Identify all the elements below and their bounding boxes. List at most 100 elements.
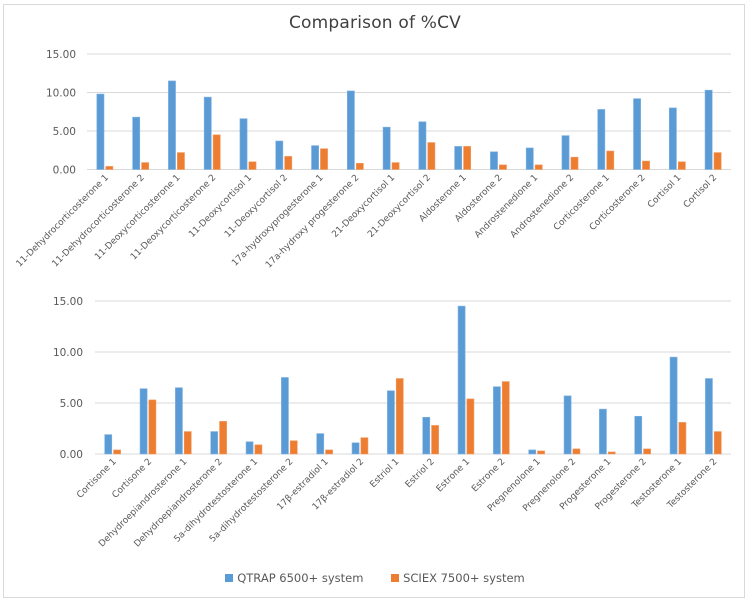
bar-qtrap: [316, 433, 325, 455]
y-tick-label: 15.00: [46, 49, 76, 61]
bar-sciex: [254, 444, 263, 455]
bar-sciex: [466, 398, 475, 455]
bar-qtrap: [704, 89, 713, 170]
bar-sciex: [607, 451, 616, 455]
x-tick-label: Estrone 2: [470, 457, 507, 494]
legend-label-qtrap: QTRAP 6500+ system: [237, 571, 364, 585]
x-tick-label: Cortisol 1: [646, 173, 683, 210]
bar-qtrap: [454, 146, 463, 170]
bar-qtrap: [563, 395, 572, 455]
x-tick-label: Estriol 1: [368, 457, 401, 490]
y-tick-label: 0.00: [60, 449, 83, 461]
bar-sciex: [395, 378, 404, 455]
x-tick-label: 21-Deoxycortisol 2: [366, 173, 433, 240]
x-tick-label: 11-Deoxycortisol 1: [187, 173, 254, 240]
bar-qtrap: [139, 388, 148, 455]
bar-sciex: [642, 160, 650, 170]
bar-sciex: [355, 163, 364, 170]
bar-sciex: [606, 150, 615, 170]
bar-qtrap: [239, 118, 248, 170]
y-tick-label: 10.00: [46, 88, 76, 100]
x-tick-label: Androstenedione 2: [509, 173, 576, 240]
legend-item-qtrap: QTRAP 6500+ system: [225, 571, 363, 585]
bar-qtrap: [493, 386, 501, 455]
y-tick-label: 5.00: [53, 126, 76, 138]
bar-qtrap: [457, 305, 466, 455]
y-tick-label: 5.00: [60, 398, 83, 410]
legend-swatch-sciex: [391, 574, 400, 582]
bar-sciex: [572, 448, 581, 455]
bar-qtrap: [382, 126, 391, 170]
bar-qtrap: [281, 377, 289, 455]
bar-qtrap: [96, 93, 105, 170]
bar-qtrap: [311, 145, 319, 170]
bar-sciex: [499, 164, 507, 170]
bar-sciex: [643, 448, 651, 455]
bar-qtrap: [599, 408, 607, 455]
bar-qtrap: [490, 151, 498, 170]
x-tick-label: 11-Deoxycortisol 2: [223, 173, 290, 240]
bar-sciex: [678, 422, 687, 455]
bar-sciex: [713, 152, 722, 170]
bar-sciex: [113, 449, 121, 455]
bar-sciex: [177, 152, 185, 170]
bar-sciex: [105, 166, 114, 170]
legend-item-sciex: SCIEX 7500+ system: [391, 571, 525, 585]
bar-sciex: [360, 437, 369, 455]
bar-sciex: [148, 399, 157, 455]
y-tick-label: 10.00: [53, 347, 83, 359]
legend: QTRAP 6500+ system SCIEX 7500+ system: [0, 571, 750, 585]
bar-sciex: [325, 449, 333, 455]
bar-qtrap: [387, 390, 395, 455]
bar-qtrap: [634, 415, 643, 455]
bar-qtrap: [275, 140, 284, 170]
x-tick-label: Androstenedione 1: [473, 173, 540, 240]
bar-qtrap: [346, 90, 355, 170]
bar-qtrap: [561, 135, 570, 170]
bar-qtrap: [597, 109, 606, 170]
bar-sciex: [141, 162, 150, 170]
bar-qtrap: [669, 356, 678, 455]
bar-sciex: [391, 162, 400, 170]
bar-sciex: [183, 431, 192, 455]
legend-swatch-qtrap: [225, 574, 234, 582]
bar-qtrap: [245, 441, 254, 455]
bar-qtrap: [528, 449, 537, 455]
bar-sciex: [212, 134, 221, 170]
x-tick-label: Estriol 2: [404, 457, 437, 490]
bar-qtrap: [525, 147, 534, 170]
bar-qtrap: [418, 121, 427, 170]
x-tick-label: 21-Deoxycortisol 1: [330, 173, 397, 240]
bar-qtrap: [132, 116, 141, 170]
bar-sciex: [463, 146, 472, 170]
y-tick-label: 0.00: [53, 165, 76, 177]
bar-qtrap: [705, 378, 713, 455]
bar-qtrap: [168, 80, 176, 170]
bar-sciex: [427, 142, 436, 170]
bar-sciex: [289, 440, 298, 455]
bar-qtrap: [210, 431, 219, 455]
chart-title: Comparison of %CV: [288, 13, 462, 33]
x-tick-label: Cortisol 2: [682, 173, 719, 210]
bar-sciex: [713, 431, 722, 455]
bar-qtrap: [633, 98, 641, 170]
bar-qtrap: [203, 96, 212, 170]
bar-qtrap: [668, 107, 677, 170]
bar-sciex: [501, 381, 510, 455]
bar-qtrap: [422, 416, 431, 455]
bar-sciex: [320, 148, 328, 170]
x-tick-label: Estrone 1: [435, 457, 472, 494]
y-tick-label: 15.00: [53, 296, 83, 308]
bar-qtrap: [351, 442, 360, 455]
bar-sciex: [677, 161, 686, 170]
bar-sciex: [284, 156, 293, 170]
bar-sciex: [431, 425, 439, 455]
legend-label-sciex: SCIEX 7500+ system: [403, 571, 525, 585]
bar-qtrap: [175, 387, 183, 455]
bar-sciex: [534, 164, 543, 170]
bar-sciex: [570, 156, 579, 170]
bar-qtrap: [104, 434, 113, 455]
bar-sciex: [537, 450, 545, 455]
bar-sciex: [219, 421, 227, 455]
